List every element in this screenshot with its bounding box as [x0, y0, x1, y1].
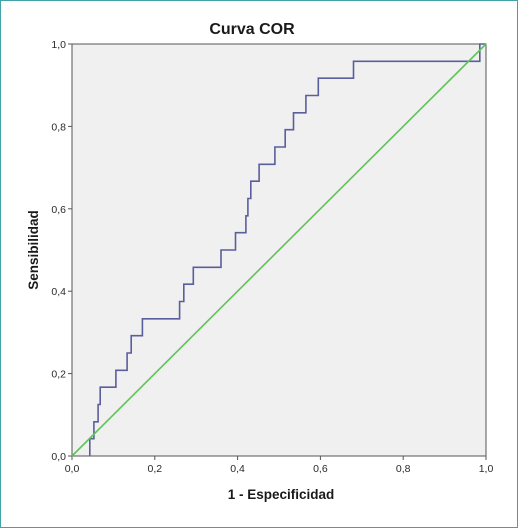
x-tick-label: 0,2	[147, 463, 162, 475]
chart-title: Curva COR	[209, 21, 295, 38]
y-axis-label: Sensibilidad	[26, 210, 41, 290]
reference-diagonal-line	[71, 43, 487, 457]
y-tick-label: 0,8	[51, 121, 66, 133]
x-tick-label: 0,6	[313, 463, 328, 475]
y-tick-label: 0,0	[51, 451, 66, 463]
x-axis-ticks: 0,0 0,2 0,4 0,6 0,8 1,0	[65, 456, 494, 475]
y-tick-label: 0,2	[51, 369, 66, 381]
x-axis-label: 1 - Especificidad	[228, 487, 335, 502]
x-tick-label: 1,0	[479, 463, 494, 475]
y-tick-label: 1,0	[51, 39, 66, 51]
series-layer	[71, 43, 487, 457]
y-tick-label: 0,4	[51, 286, 66, 298]
y-axis-ticks: 0,0 0,2 0,4 0,6 0,8 1,0	[51, 39, 72, 463]
y-tick-label: 0,6	[51, 204, 66, 216]
x-tick-label: 0,8	[396, 463, 411, 475]
roc-curve-line	[89, 43, 486, 456]
x-tick-label: 0,4	[230, 463, 245, 475]
x-tick-label: 0,0	[65, 463, 80, 475]
